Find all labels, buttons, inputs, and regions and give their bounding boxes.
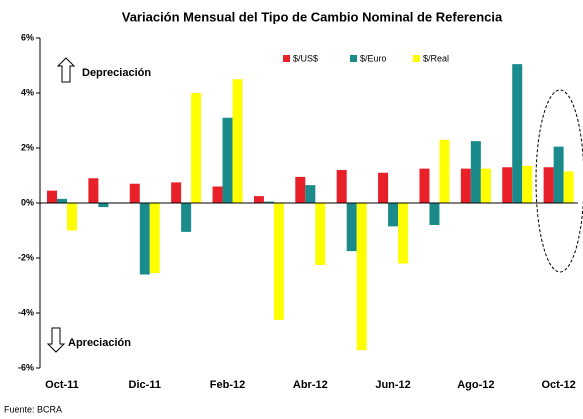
bar	[129, 183, 140, 203]
annotation: Apreciación	[68, 337, 131, 349]
x-tick-label: Abr-12	[293, 379, 328, 391]
bar	[47, 190, 57, 203]
legend-swatch	[413, 55, 420, 62]
bar	[171, 182, 182, 203]
legend-label: $/Real	[423, 53, 449, 63]
chart-title: Variación Mensual del Tipo de Cambio Nom…	[122, 9, 503, 24]
x-tick-label: Ago-12	[457, 379, 494, 391]
bar	[388, 203, 399, 227]
bar	[149, 203, 160, 274]
arrow-down	[46, 327, 66, 353]
bar	[191, 93, 202, 203]
annotation: Depreciación	[82, 67, 151, 79]
y-tick-label: 2%	[21, 142, 34, 152]
bar	[356, 203, 367, 351]
bar	[553, 146, 564, 203]
bar	[67, 203, 77, 231]
bar	[315, 203, 326, 265]
bar	[543, 167, 554, 203]
legend-swatch	[283, 55, 290, 62]
bar	[181, 203, 192, 232]
y-tick-label: -2%	[18, 252, 34, 262]
y-tick-label: -6%	[18, 362, 34, 372]
x-tick-label: Oct-12	[541, 379, 575, 391]
bar	[295, 176, 306, 203]
bar	[470, 141, 481, 203]
bar	[419, 168, 430, 203]
bar	[98, 203, 109, 208]
x-tick-label: Feb-12	[210, 379, 245, 391]
y-tick-label: 6%	[21, 32, 34, 42]
bar	[460, 168, 471, 203]
bar	[429, 203, 440, 225]
bar	[305, 185, 316, 203]
arrow-up	[56, 57, 76, 83]
bar	[212, 186, 223, 203]
bar	[88, 178, 99, 203]
highlight-ellipse	[535, 89, 583, 273]
bar	[378, 172, 389, 203]
bar	[398, 203, 409, 264]
bar	[336, 170, 347, 203]
bar	[480, 168, 491, 203]
y-tick-label: 0%	[21, 197, 34, 207]
x-tick-label: Oct-11	[45, 379, 79, 391]
legend-swatch	[350, 55, 357, 62]
bar	[522, 165, 533, 203]
bar	[502, 167, 513, 203]
bar	[253, 196, 264, 203]
x-tick-label: Dic-11	[129, 379, 161, 391]
source: Fuente: BCRA	[4, 404, 62, 414]
bar	[512, 64, 523, 203]
legend-label: $/US$	[293, 53, 318, 63]
bar	[57, 198, 67, 203]
bar	[346, 203, 357, 252]
bar	[439, 139, 450, 203]
bar	[273, 203, 284, 320]
legend-label: $/Euro	[360, 53, 387, 63]
y-tick-label: 4%	[21, 87, 34, 97]
x-tick-label: Jun-12	[375, 379, 410, 391]
y-tick-label: -4%	[18, 307, 34, 317]
bar	[222, 117, 233, 203]
bar	[232, 79, 243, 203]
bar	[139, 203, 150, 275]
bar	[563, 171, 574, 203]
bar	[263, 201, 274, 203]
